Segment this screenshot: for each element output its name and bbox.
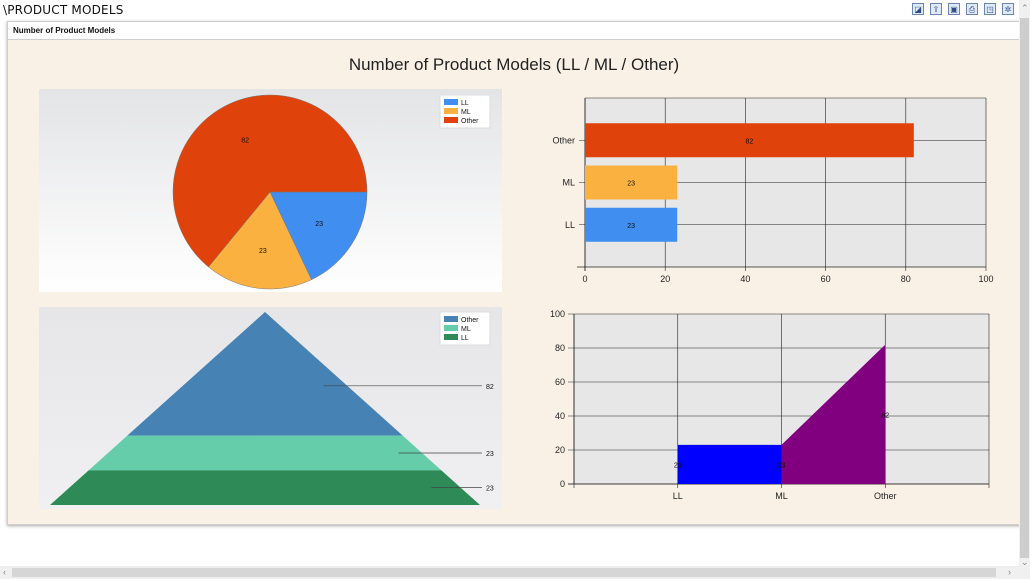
bar-data-label: 23 [627, 223, 635, 230]
pyramid-legend-label: LL [461, 335, 469, 342]
pie-data-label: 23 [259, 248, 267, 255]
settings-icon[interactable]: ✲ [1002, 3, 1014, 15]
print-icon[interactable]: ⎙ [966, 3, 978, 15]
area-data-label: 82 [881, 412, 889, 419]
area-y-tick-label: 40 [555, 411, 565, 421]
bar-x-tick-label: 80 [901, 274, 911, 284]
bar-category-label: ML [562, 178, 575, 188]
pie-legend-label: ML [461, 109, 471, 116]
area-data-label: 23 [674, 462, 682, 469]
area-y-tick-label: 20 [555, 445, 565, 455]
pie-legend-swatch [444, 108, 458, 114]
pie-legend-label: Other [461, 118, 479, 125]
pyramid-segment-ll [50, 470, 480, 505]
pyramid-legend-label: Other [461, 317, 479, 324]
pie-legend-swatch [444, 99, 458, 105]
panel-header-title: Number of Product Models [13, 26, 116, 35]
export-icon[interactable]: ⇪ [930, 3, 942, 15]
save-icon[interactable]: ▣ [948, 3, 960, 15]
pie-slice-ml [208, 191, 312, 290]
area-x-tick-label: LL [673, 491, 683, 501]
pyramid-legend-label: ML [461, 326, 471, 333]
scroll-down-icon[interactable]: ⌄ [1021, 557, 1029, 567]
pyramid-legend-swatch [444, 316, 458, 322]
pyramid-segment-ml [88, 435, 442, 471]
pie-legend-swatch [444, 117, 458, 123]
vertical-scroll-thumb[interactable] [1020, 18, 1029, 558]
area-y-tick-label: 60 [555, 377, 565, 387]
pyramid-legend-swatch [444, 325, 458, 331]
area-y-tick-label: 80 [555, 343, 565, 353]
toolbar: ◪ ⇪ ▣ ⎙ ◳ ✲ [912, 3, 1014, 15]
area-y-tick-label: 0 [560, 479, 565, 489]
bar-x-tick-label: 0 [582, 274, 587, 284]
bar-data-label: 82 [746, 138, 754, 145]
bar-data-label: 23 [627, 181, 635, 188]
bar-other [585, 123, 914, 158]
pyramid-legend-swatch [444, 334, 458, 340]
pie-slice-other [172, 94, 368, 268]
chart-panel: Number of Product Models Number of Produ… [7, 21, 1021, 525]
horizontal-scroll-thumb[interactable] [12, 568, 996, 577]
title-bar: \PRODUCT MODELS ◪ ⇪ ▣ ⎙ ◳ ✲ [0, 0, 1030, 20]
scroll-left-icon[interactable]: ‹ [3, 567, 6, 577]
pyramid-data-label: 23 [486, 486, 494, 493]
print-preview-icon[interactable]: ◳ [984, 3, 996, 15]
pie-data-label: 23 [315, 221, 323, 228]
charts-canvas: 23 23 82 LL ML Other 0 20 40 60 80 100 LL 23 ML 23 Other… [50, 94, 994, 505]
area-segment-ml [781, 344, 886, 484]
pie-data-label: 82 [241, 137, 249, 144]
bar-ll [585, 207, 678, 242]
area-segment-ll [677, 444, 782, 484]
bar-x-tick-label: 40 [740, 274, 750, 284]
area-x-tick-label: Other [874, 491, 897, 501]
pie-slice-ll [269, 191, 368, 281]
panel-header: Number of Product Models [8, 22, 1020, 40]
scroll-right-icon[interactable]: › [1008, 567, 1011, 577]
bar-category-label: LL [565, 220, 575, 230]
bar-x-tick-label: 20 [660, 274, 670, 284]
bar-ml [585, 165, 678, 200]
area-data-label: 23 [778, 462, 786, 469]
bar-x-tick-label: 100 [978, 274, 993, 284]
pyramid-segment-other [127, 312, 403, 436]
area-y-tick-label: 100 [550, 309, 565, 319]
scroll-up-icon[interactable]: ⌃ [1021, 3, 1029, 13]
chart-title: Number of Product Models (LL / ML / Othe… [348, 55, 680, 74]
pyramid-data-label: 82 [486, 384, 494, 391]
pie-legend-label: LL [461, 100, 469, 107]
bar-category-label: Other [552, 135, 575, 145]
area-x-tick-label: ML [775, 491, 788, 501]
bar-x-tick-label: 60 [821, 274, 831, 284]
chart-icon[interactable]: ◪ [912, 3, 924, 15]
pyramid-data-label: 23 [486, 451, 494, 458]
window-title: \PRODUCT MODELS [3, 3, 124, 17]
